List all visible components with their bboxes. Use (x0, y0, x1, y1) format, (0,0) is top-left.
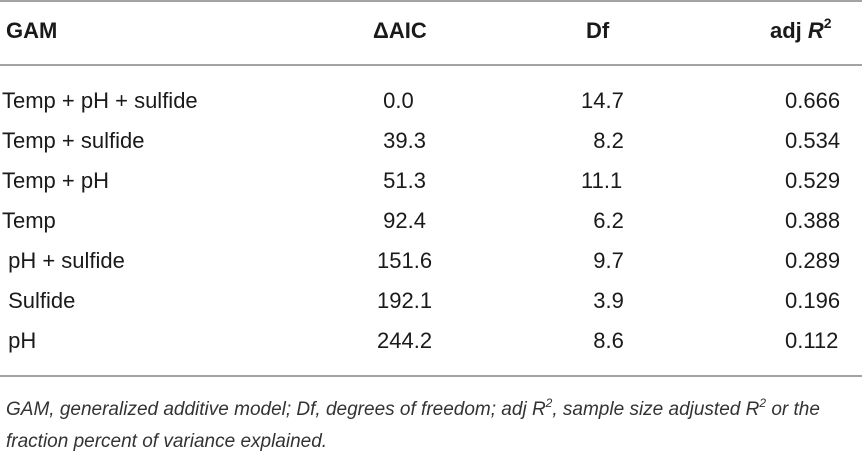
cell-delta-aic: 244.2 (377, 328, 433, 353)
table-row: pH 244.2 8.6 0.112 (0, 321, 862, 361)
table-row: pH + sulfide 151.6 9.7 0.289 (0, 241, 862, 281)
header-rule (0, 64, 862, 66)
cell-model: Temp + pH + sulfide (2, 88, 198, 113)
header-adj-r2: adj R2 (770, 14, 832, 48)
cell-df: 8.6 (581, 328, 624, 353)
header-adj-variable: R (807, 18, 824, 43)
cell-adj-r2: 0.388 (785, 208, 841, 233)
cell-model: pH + sulfide (2, 248, 125, 273)
table-row: Temp + pH + sulfide 0.0 14.7 0.666 (0, 81, 862, 121)
cell-model: pH (2, 328, 37, 353)
cell-model: Temp + pH (2, 168, 109, 193)
cell-df: 11.1 (581, 168, 623, 193)
cell-df: 6.2 (581, 208, 624, 233)
table-row: Temp + pH 51.3 11.1 0.529 (0, 161, 862, 201)
table-row: Temp + sulfide 39.3 8.2 0.534 (0, 121, 862, 161)
footnote-superscript: 2 (545, 396, 553, 410)
header-df: Df (586, 18, 610, 43)
table-row: Sulfide 192.1 3.9 0.196 (0, 281, 862, 321)
table-top-rule (0, 0, 862, 2)
header-adj-label: adj (770, 18, 808, 43)
footnote-text: or the fraction percent of variance expl… (6, 399, 820, 452)
cell-model: Temp (2, 208, 56, 233)
header-adj-superscript: 2 (823, 15, 832, 31)
cell-delta-aic: 0.0 (377, 88, 414, 113)
cell-df: 14.7 (581, 88, 624, 113)
cell-delta-aic: 51.3 (377, 168, 426, 193)
cell-adj-r2: 0.112 (785, 328, 839, 353)
cell-df: 8.2 (581, 128, 624, 153)
footnote-superscript: 2 (759, 396, 767, 410)
cell-adj-r2: 0.534 (785, 128, 841, 153)
cell-delta-aic: 151.6 (377, 248, 433, 273)
cell-delta-aic: 192.1 (377, 288, 433, 313)
header-delta-aic: ΔAIC (373, 18, 427, 43)
cell-delta-aic: 92.4 (377, 208, 426, 233)
footnote-text: , sample size adjusted R (552, 399, 760, 420)
cell-model: Temp + sulfide (2, 128, 145, 153)
cell-adj-r2: 0.289 (785, 248, 841, 273)
header-gam: GAM (6, 18, 58, 43)
cell-adj-r2: 0.196 (785, 288, 841, 313)
cell-model: Sulfide (2, 288, 76, 313)
table-bottom-rule (0, 375, 862, 377)
cell-df: 9.7 (581, 248, 624, 273)
footnote-text: GAM, generalized additive model; Df, deg… (6, 399, 546, 420)
table-footnote: GAM, generalized additive model; Df, deg… (6, 394, 858, 458)
cell-adj-r2: 0.666 (785, 88, 841, 113)
cell-delta-aic: 39.3 (377, 128, 426, 153)
table-row: Temp 92.4 6.2 0.388 (0, 201, 862, 241)
cell-df: 3.9 (581, 288, 624, 313)
cell-adj-r2: 0.529 (785, 168, 841, 193)
